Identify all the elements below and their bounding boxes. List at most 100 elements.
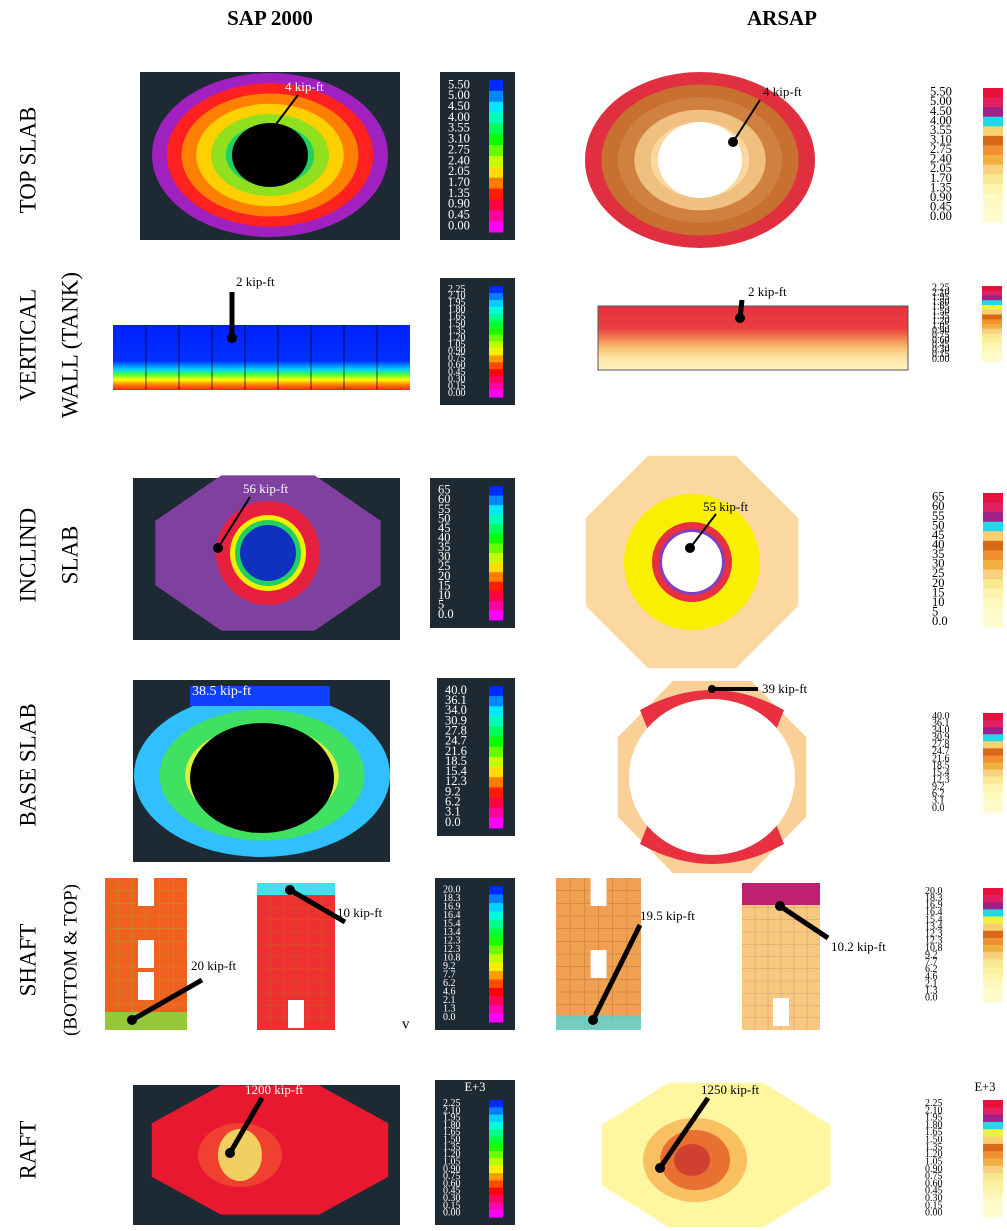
legend-label: 2.1: [443, 995, 456, 1006]
legend-swatch: [489, 954, 503, 963]
hole: [629, 699, 795, 855]
legend-swatch: [983, 713, 1003, 721]
legend-label: 3.55: [448, 121, 470, 135]
legend-swatch: [983, 755, 1003, 763]
legend-swatch: [489, 362, 503, 370]
legend-swatch: [983, 909, 1003, 917]
legend-swatch: [489, 988, 503, 997]
annotation: 4 kip-ft: [763, 84, 802, 99]
legend-swatch: [983, 1129, 1003, 1138]
legend-label: 0.75: [443, 1171, 461, 1182]
legend-label: 2.25: [932, 283, 950, 294]
legend-label: 1.05: [443, 1156, 461, 1167]
contour-band: [742, 883, 820, 905]
legend-label: 5.50: [930, 85, 952, 99]
legend-swatch: [489, 101, 503, 114]
legend-swatch: [489, 553, 503, 564]
legend-swatch: [983, 987, 1003, 996]
legend-label: 0.0: [932, 803, 945, 814]
leader-line: [288, 887, 347, 925]
legend-swatch: [489, 1143, 503, 1152]
legend-swatch: [489, 514, 503, 525]
legend-swatch: [489, 90, 503, 103]
annotation: 20 kip-ft: [191, 958, 237, 973]
legend-label: 16.4: [925, 907, 943, 918]
legend-swatch: [489, 686, 503, 697]
legend-swatch: [489, 945, 503, 955]
row-label: TOP SLAB: [15, 107, 40, 214]
legend-swatch: [983, 183, 1003, 194]
contour-band: [257, 883, 335, 895]
legend-swatch: [489, 600, 503, 611]
legend-swatch: [489, 757, 503, 768]
legend-swatch: [489, 334, 503, 342]
legend-label: 1.70: [448, 175, 470, 189]
legend-label: 1.50: [932, 306, 950, 317]
legend-label: 6.2: [932, 789, 945, 800]
opening: [288, 1000, 304, 1028]
leader-dot: [127, 1015, 137, 1025]
legend-swatch: [489, 221, 503, 233]
legend-label: 30.9: [932, 732, 950, 743]
legend-swatch: [983, 741, 1003, 749]
legend-swatch: [983, 937, 1003, 946]
legend-label: 1.65: [448, 312, 466, 323]
legend-label: 1.70: [930, 171, 952, 185]
legend-swatch: [489, 286, 503, 294]
legend-swatch: [983, 202, 1003, 213]
row-label: (BOTTOM & TOP): [60, 884, 81, 1036]
leader-dot: [685, 543, 695, 553]
legend-swatch: [489, 1100, 503, 1108]
legend-swatch: [982, 286, 1002, 292]
legend-swatch: [983, 569, 1003, 580]
legend-label: 65: [932, 490, 945, 504]
legend-swatch: [489, 591, 503, 602]
legend-label: 40.0: [932, 711, 950, 722]
legend-swatch: [489, 797, 503, 809]
legend-swatch: [983, 531, 1003, 542]
legend-label: 0.45: [925, 1186, 943, 1197]
legend-swatch: [983, 797, 1003, 806]
row-label: WALL (TANK): [57, 272, 82, 418]
legend-swatch: [489, 299, 503, 308]
legend-label: 15: [932, 585, 945, 599]
legend-label: 0.45: [448, 367, 466, 378]
legend-swatch: [489, 123, 503, 135]
legend-swatch: [983, 607, 1003, 618]
legend-swatch: [982, 319, 1002, 325]
legend-label: 0.15: [448, 381, 466, 392]
legend-swatch: [489, 156, 503, 168]
legend-label: 1.95: [443, 1113, 461, 1124]
legend-label: 1.80: [443, 1120, 461, 1131]
row-label: INCLIND: [15, 508, 40, 603]
opening: [773, 998, 789, 1026]
legend-swatch: [982, 305, 1002, 311]
contour-band: [240, 525, 296, 581]
legend-label: 0.75: [932, 330, 950, 341]
legend-label: 2.40: [448, 153, 470, 167]
legend-label: 0.45: [930, 200, 952, 214]
legend-label: 1.05: [448, 339, 466, 350]
legend-label: 0.90: [932, 325, 950, 336]
leader-line: [689, 513, 717, 549]
legend-label: 15.4: [443, 919, 461, 930]
legend-swatch: [489, 911, 503, 921]
legend-swatch: [489, 486, 503, 497]
legend-swatch: [983, 888, 1003, 896]
legend-swatch: [489, 1114, 503, 1123]
row-label: SLAB: [57, 526, 82, 585]
legend-label: 1.20: [932, 316, 950, 327]
legend-label: 1.05: [925, 1156, 943, 1167]
legend-swatch: [489, 807, 503, 819]
column-header: ARSAP: [747, 6, 817, 30]
legend-label: 27.8: [932, 739, 950, 750]
leader-dot: [728, 137, 738, 147]
contour-band: [674, 1144, 710, 1176]
legend-label: 0.90: [448, 346, 466, 357]
legend-label: 1.35: [932, 311, 950, 322]
leader-line: [732, 99, 761, 143]
legend-header: E+3: [465, 1080, 486, 1094]
annotation: v: [402, 1016, 410, 1032]
legend-label: 2.75: [448, 142, 470, 156]
legend-label: 0.15: [443, 1200, 461, 1211]
